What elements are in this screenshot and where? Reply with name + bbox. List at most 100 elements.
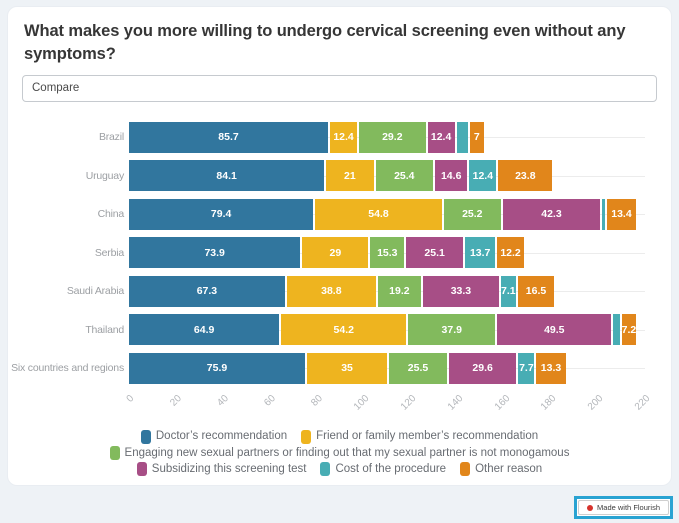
chart-area: Brazil 85.7 12.4 29.2 12.4 7 Uruguay 84.1 21 25.4… <box>8 118 653 428</box>
bar-segment[interactable]: 13.7 <box>465 237 496 269</box>
legend-label: Doctor’s recommendation <box>155 430 288 443</box>
bar-segment[interactable]: 7.1 <box>500 275 516 307</box>
bar-segment[interactable]: 21 <box>326 160 374 192</box>
bar-segment[interactable]: 13.3 <box>536 352 566 384</box>
segment-value-label: 84.1 <box>216 169 237 182</box>
bar-segment[interactable]: 75.9 <box>129 352 306 384</box>
axis-tick-label: 140 <box>445 393 466 413</box>
legend-swatch-icon <box>460 462 471 477</box>
bar-segment[interactable]: 54.8 <box>315 198 442 230</box>
bar-track: 85.7 12.4 29.2 12.4 7 <box>129 121 645 153</box>
chart-card: What makes you more willing to undergo c… <box>7 6 672 486</box>
flourish-badge[interactable]: Made with Flourish <box>578 500 669 515</box>
category-label: Thailand <box>85 323 124 336</box>
bar-segment[interactable]: 7.2 <box>621 314 637 346</box>
bar-segment[interactable]: 73.9 <box>129 237 301 269</box>
legend-item: Engaging new sexual partners or finding … <box>109 445 569 460</box>
segment-value-label: 12.4 <box>472 169 494 182</box>
segment-value-label: 21 <box>344 169 356 182</box>
bar-segment[interactable]: 12.4 <box>469 160 497 192</box>
segment-value-label: 73.9 <box>204 246 225 259</box>
segment-value-label: 85.7 <box>218 131 239 144</box>
bar-segment[interactable]: 67.3 <box>129 275 285 307</box>
bar-segment[interactable]: 14.6 <box>435 160 468 192</box>
legend-item: Friend or family member’s recommendation <box>301 429 539 444</box>
legend-label: Cost of the procedure <box>335 463 447 476</box>
segment-value-label: 7.2 <box>621 323 637 336</box>
badge-focus-ring: Made with Flourish <box>574 496 673 519</box>
legend-swatch-icon <box>109 445 120 460</box>
category-label: Uruguay <box>85 169 124 182</box>
bar-segment[interactable]: 54.2 <box>281 314 407 346</box>
bar-segment[interactable]: 64.9 <box>129 314 280 346</box>
legend-swatch-icon <box>140 429 151 444</box>
page-title: What makes you more willing to undergo c… <box>24 22 626 64</box>
bar-segment[interactable]: 7.7 <box>518 352 535 384</box>
segment-value-label: 37.9 <box>441 323 462 336</box>
segment-value-label: 12.4 <box>430 131 452 144</box>
bar-segment[interactable]: 37.9 <box>408 314 496 346</box>
bar-segment[interactable]: 49.5 <box>497 314 612 346</box>
bar-segment[interactable]: 13.4 <box>606 198 637 230</box>
bar-segment[interactable]: 29 <box>302 237 369 269</box>
bar-segment[interactable]: 12.4 <box>330 121 358 153</box>
legend-label: Other reason <box>475 463 543 476</box>
bar-segment[interactable]: 15.3 <box>370 237 405 269</box>
bar-segment[interactable]: 85.7 <box>129 121 328 153</box>
bar-track: 73.9 29 15.3 25.1 13.7 12.2 <box>129 237 645 269</box>
axis-tick-label: 0 <box>125 393 137 406</box>
legend: Doctor’s recommendation Friend or family … <box>26 429 653 477</box>
bar-segment[interactable]: 79.4 <box>129 198 314 230</box>
bar-segment[interactable]: 35 <box>307 352 388 384</box>
bar-segment[interactable]: 42.3 <box>502 198 601 230</box>
bar-segment[interactable]: 7 <box>469 121 484 153</box>
bar-segment[interactable]: 38.8 <box>286 275 376 307</box>
bar-segment[interactable]: 12.4 <box>427 121 455 153</box>
segment-value-label: 16.5 <box>525 285 547 298</box>
axis-tick-label: 80 <box>308 393 325 409</box>
category-label: Brazil <box>98 131 124 144</box>
axis-tick-label: 220 <box>633 393 653 413</box>
segment-value-label: 12.4 <box>333 131 354 144</box>
bar-segment[interactable]: 25.2 <box>443 198 501 230</box>
legend-swatch-icon <box>301 429 312 444</box>
segment-value-label: 38.8 <box>321 285 342 298</box>
legend-label: Friend or family member’s recommendation <box>316 430 539 443</box>
axis-tick-label: 60 <box>261 393 278 409</box>
bar-segment[interactable]: 25.1 <box>406 237 464 269</box>
axis-tick-label: 40 <box>214 393 231 409</box>
bar-segment[interactable]: 12.2 <box>497 237 524 269</box>
segment-value-label: 25.4 <box>394 169 415 182</box>
legend-label: Subsidizing this screening test <box>151 463 307 476</box>
segment-value-label: 14.6 <box>440 169 462 182</box>
bar-segment[interactable]: 33.3 <box>422 275 499 307</box>
bar-segment[interactable]: 19.2 <box>377 275 421 307</box>
segment-value-label: 29 <box>329 246 342 259</box>
segment-value-label: 13.7 <box>469 246 491 259</box>
bar-track: 84.1 21 25.4 14.6 12.4 23.8 <box>129 160 645 192</box>
category-label: Serbia <box>94 246 124 259</box>
bar-track: 75.9 35 25.5 29.6 7.7 13.3 <box>129 352 645 384</box>
bar-segment[interactable] <box>456 121 468 153</box>
compare-control[interactable]: Compare <box>22 74 657 102</box>
category-label: Saudi Arabia <box>66 285 124 298</box>
bar-segment[interactable]: 29.2 <box>359 121 426 153</box>
bar-segment[interactable]: 16.5 <box>517 275 555 307</box>
bar-segment[interactable]: 23.8 <box>498 160 553 192</box>
bar-row: Saudi Arabia 67.3 38.8 19.2 33.3 7.1 16.5 <box>8 272 645 311</box>
axis-tick-label: 200 <box>586 393 606 413</box>
bar-segment[interactable] <box>613 314 620 346</box>
bar-track: 79.4 54.8 25.2 42.3 13.4 <box>129 198 645 230</box>
bar-row: Serbia 73.9 29 15.3 25.1 13.7 12.2 <box>8 233 645 272</box>
bar-segment[interactable]: 29.6 <box>448 352 517 384</box>
segment-value-label: 12.2 <box>500 246 521 259</box>
bar-row: Thailand 64.9 54.2 37.9 49.5 7.2 <box>8 310 645 349</box>
segment-value-label: 35 <box>341 362 353 375</box>
bar-segment[interactable]: 84.1 <box>129 160 325 192</box>
bar-segment[interactable]: 25.4 <box>375 160 434 192</box>
segment-value-label: 33.3 <box>450 285 472 298</box>
bar-segment[interactable] <box>602 198 605 230</box>
segment-value-label: 67.3 <box>196 285 218 298</box>
bar-segment[interactable]: 25.5 <box>389 352 447 384</box>
